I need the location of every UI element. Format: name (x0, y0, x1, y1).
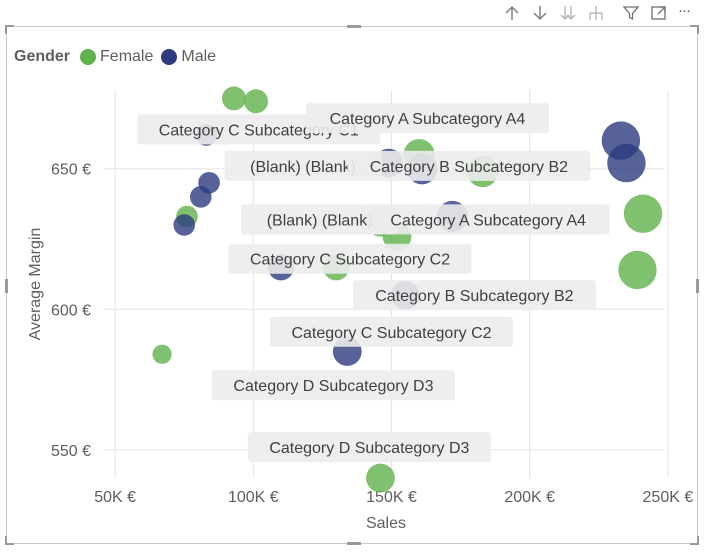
data-label: Category D Subcategory D3 (233, 378, 433, 395)
expand-hierarchy-icon[interactable] (587, 4, 605, 22)
legend-item-female[interactable]: Female (80, 48, 153, 66)
data-label-background (247, 432, 491, 463)
resize-handle-bottom-right[interactable] (697, 536, 699, 545)
data-label-background (347, 150, 591, 181)
x-tick-label: 150K € (366, 489, 417, 506)
resize-handle-bottom-right[interactable] (690, 543, 699, 545)
data-label-background (228, 243, 472, 274)
legend-label-female: Female (100, 48, 154, 65)
legend-marker-female (80, 49, 97, 65)
bubble-male (173, 214, 196, 236)
x-axis-title: Sales (366, 515, 406, 532)
legend: Gender Female Male (14, 47, 224, 67)
legend-item-male[interactable]: Male (161, 48, 216, 66)
x-tick-label: 50K € (94, 489, 136, 506)
focus-mode-icon[interactable] (650, 4, 668, 22)
data-label-background (305, 103, 549, 134)
resize-handle-top-left[interactable] (5, 25, 7, 34)
y-tick-label: 550 € (51, 443, 91, 460)
x-tick-label: 250K € (643, 489, 694, 506)
y-tick-label: 650 € (51, 162, 91, 179)
data-label-background (352, 280, 596, 311)
bubble-female (152, 344, 172, 364)
data-label: Category C Subcategory C2 (250, 252, 450, 269)
data-label: Category A Subcategory A4 (390, 212, 586, 229)
data-label-background (241, 204, 399, 235)
data-label-background (366, 204, 610, 235)
y-axis-title: Average Margin (27, 228, 44, 341)
drill-down-icon[interactable] (531, 4, 549, 22)
data-label: (Blank) (Blank) (267, 212, 373, 229)
data-label: Category B Subcategory B2 (370, 159, 568, 176)
resize-handle-bottom-left[interactable] (5, 543, 14, 545)
resize-handle-top-right[interactable] (697, 25, 699, 34)
legend-title: Gender (14, 48, 71, 65)
bubble-female (366, 463, 395, 493)
data-label-background (211, 370, 455, 401)
data-label: Category C Subcategory C2 (291, 325, 491, 342)
y-tick-label: 600 € (51, 302, 91, 319)
bubble-male (189, 186, 212, 208)
axis-layer: 50K € 100K € 150K € 200K € 250K € 550 € 600 € 6… (27, 162, 693, 532)
resize-handle-left[interactable] (5, 279, 8, 293)
data-label-background (224, 150, 382, 181)
bubble-female (244, 89, 269, 114)
bubble-female (618, 250, 657, 290)
legend-label-male: Male (181, 48, 217, 65)
resize-handle-top[interactable] (347, 25, 361, 28)
drill-up-icon[interactable] (503, 4, 521, 22)
x-tick-label: 100K € (228, 489, 279, 506)
resize-handle-bottom-left[interactable] (5, 536, 7, 545)
x-tick-label: 200K € (504, 489, 555, 506)
resize-handle-top-right[interactable] (690, 25, 699, 27)
data-label: Category B Subcategory B2 (375, 288, 573, 305)
bubble-female (623, 194, 663, 233)
data-label-background (270, 316, 513, 347)
resize-handle-right[interactable] (696, 279, 699, 293)
data-label: Category A Subcategory A4 (330, 111, 526, 128)
filter-icon[interactable] (622, 4, 640, 22)
data-label: Category D Subcategory D3 (269, 440, 469, 457)
legend-marker-male (161, 49, 178, 65)
resize-handle-bottom[interactable] (347, 542, 361, 545)
expand-all-icon[interactable] (559, 4, 577, 22)
resize-handle-top-left[interactable] (5, 25, 14, 27)
bubble-female (221, 86, 246, 111)
bubble-male (607, 143, 646, 183)
more-options-icon[interactable]: ··· (678, 2, 691, 19)
data-label: (Blank) (Blank) (250, 159, 356, 176)
